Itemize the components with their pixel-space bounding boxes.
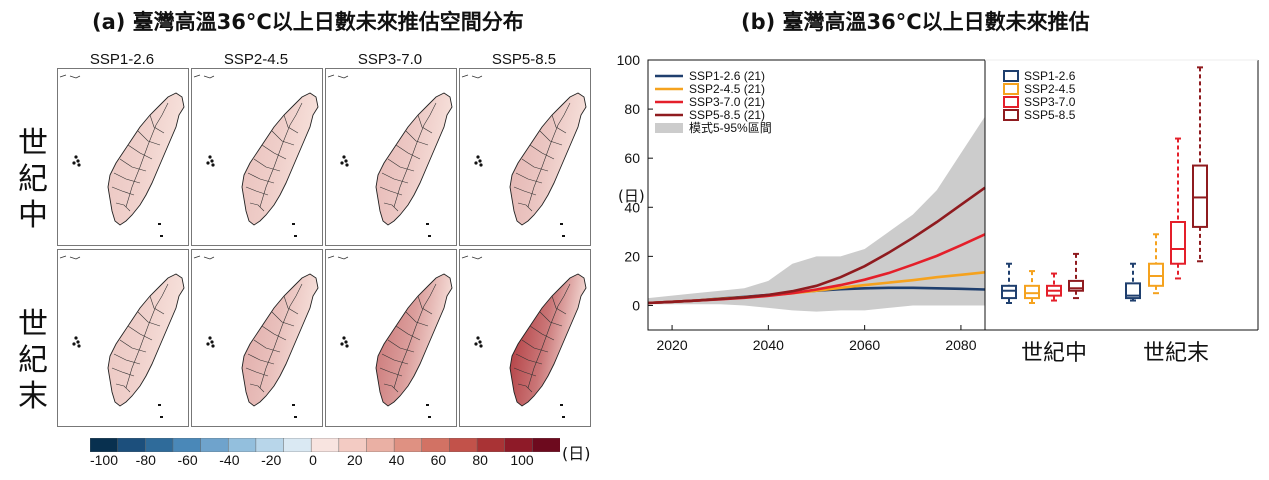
colorbar-tick-label: 60 xyxy=(430,452,447,468)
taiwan-map-panel xyxy=(191,68,323,246)
x-tick-label: 2040 xyxy=(753,337,784,353)
scenario-label: SSP5-8.5 xyxy=(491,51,557,68)
y-axis-unit: (日) xyxy=(618,187,645,205)
taiwan-map-panel xyxy=(325,68,457,246)
x-tick-label: 2020 xyxy=(656,337,687,353)
legend-label: SSP5-8.5 (21) xyxy=(689,108,765,122)
legend-label: SSP3-7.0 xyxy=(1024,95,1076,109)
series-line xyxy=(647,186,986,305)
colorbar-tick-label: -80 xyxy=(135,452,156,468)
boxplot xyxy=(1148,233,1164,295)
colorbar-tick-label: 80 xyxy=(472,452,488,468)
colorbar-tick-label: -40 xyxy=(219,452,240,468)
colorbar-segment xyxy=(532,438,560,452)
boxplot xyxy=(1068,252,1084,300)
legend-label: SSP1-2.6 xyxy=(1024,69,1076,83)
boxplot xyxy=(1001,262,1017,304)
colorbar-unit: (日) xyxy=(562,444,591,463)
scenario-label: SSP1-2.6 xyxy=(89,51,155,68)
legend-label: 模式5-95%區間 xyxy=(689,121,772,135)
y-tick-label: 60 xyxy=(624,150,640,166)
boxplot xyxy=(1170,137,1186,280)
panel-a-title: (a) 臺灣高溫36°C以上日數未來推估空間分布 xyxy=(92,10,524,34)
taiwan-map-panel xyxy=(57,68,189,246)
boxplot xyxy=(1192,66,1208,263)
y-tick-label: 0 xyxy=(632,297,640,313)
colorbar-tick-label: 40 xyxy=(388,452,405,468)
boxplot xyxy=(1024,270,1040,304)
colorbar-tick-label: -20 xyxy=(261,452,282,468)
colorbar-tick-label: -100 xyxy=(89,452,119,468)
legend-label: SSP2-4.5 (21) xyxy=(689,82,765,96)
period-label: 世紀中 xyxy=(1021,341,1087,366)
legend-label: SSP2-4.5 xyxy=(1024,82,1076,96)
taiwan-map-panel xyxy=(191,249,323,427)
row-label: 世紀末 xyxy=(18,307,48,414)
colorbar-tick-label: 20 xyxy=(347,452,363,468)
boxplot xyxy=(1125,262,1141,302)
model-range-band xyxy=(648,116,985,312)
colorbar-tick-label: 100 xyxy=(510,452,534,468)
line-plot-frame xyxy=(647,59,986,331)
scenario-label: SSP2-4.5 xyxy=(223,51,289,68)
y-tick-label: 80 xyxy=(624,101,640,117)
panel-b-title: (b) 臺灣高溫36°C以上日數未來推估 xyxy=(741,10,1090,34)
period-label: 世紀末 xyxy=(1143,341,1209,366)
legend-label: SSP5-8.5 xyxy=(1024,108,1076,122)
legend-label: SSP1-2.6 (21) xyxy=(689,69,765,83)
y-tick-label: 20 xyxy=(624,248,640,264)
boxplot xyxy=(1046,272,1062,302)
colorbar-tick-label: -60 xyxy=(177,452,198,468)
taiwan-map-panel xyxy=(459,68,591,246)
x-tick-label: 2080 xyxy=(945,337,976,353)
colorbar xyxy=(90,438,560,452)
taiwan-map-panel xyxy=(325,249,457,427)
scenario-label: SSP3-7.0 xyxy=(357,51,423,68)
legend-label: SSP3-7.0 (21) xyxy=(689,95,765,109)
y-tick-label: 100 xyxy=(617,52,641,68)
x-tick-label: 2060 xyxy=(849,337,880,353)
taiwan-map-panel xyxy=(459,249,591,427)
y-tick-label: 40 xyxy=(624,199,640,215)
row-label: 世紀中 xyxy=(18,126,48,233)
taiwan-map-panel xyxy=(57,249,189,427)
colorbar-tick-label: 0 xyxy=(309,452,317,468)
